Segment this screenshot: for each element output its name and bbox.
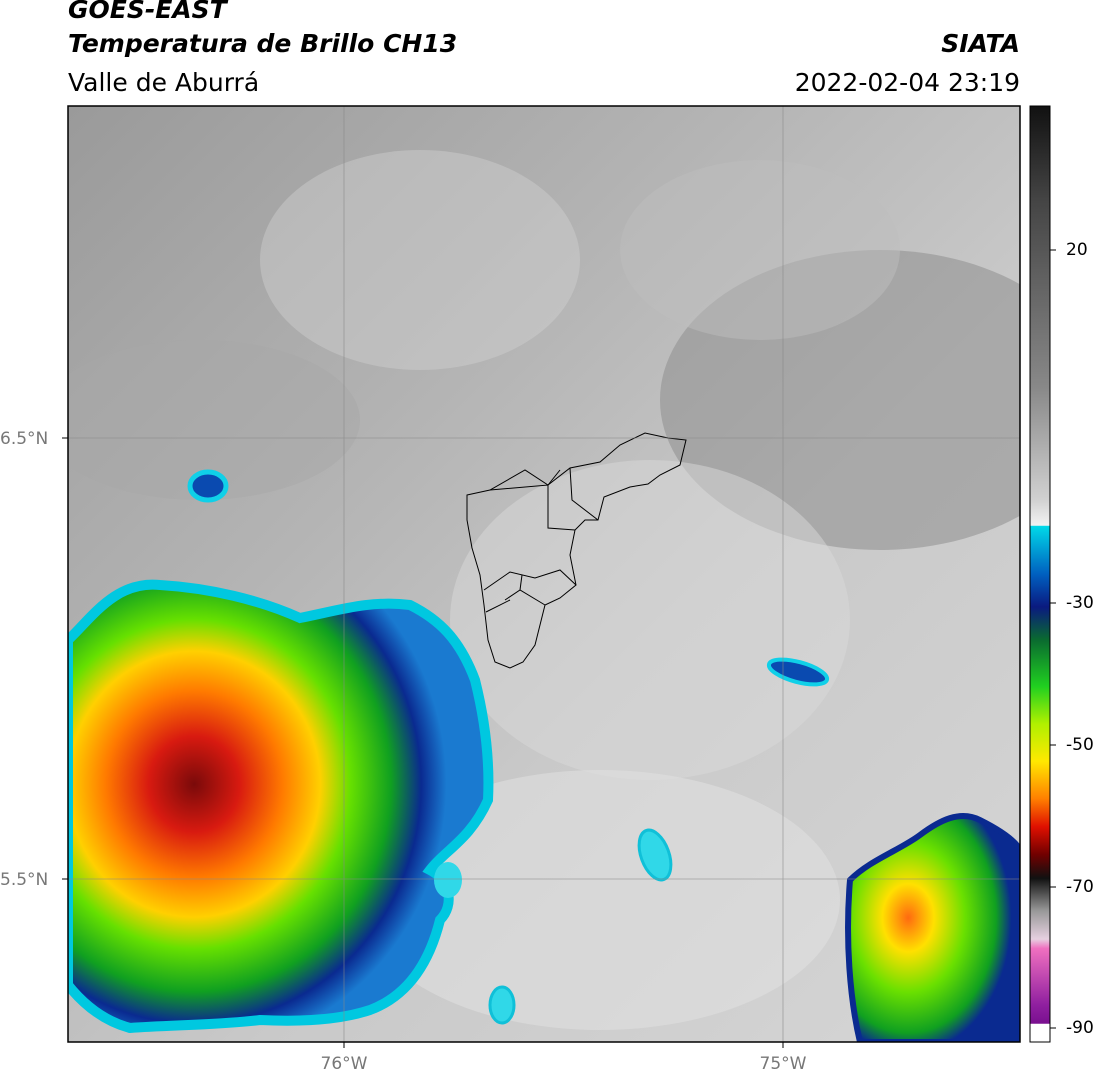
valle-de-aburra-boundary <box>466 432 687 669</box>
colorbar-tick-minus30: -30 <box>1066 593 1094 613</box>
satellite-imagery <box>68 106 1020 1042</box>
map-frame <box>67 105 1021 1043</box>
lon-label-75w: 75°W <box>759 1054 807 1074</box>
product-title: Temperatura de Brillo CH13 <box>68 29 458 58</box>
graticule <box>68 106 1020 1042</box>
lon-label-76w: 76°W <box>320 1054 368 1074</box>
organization-label: SIATA <box>941 29 1020 58</box>
satellite-title: GOES-EAST <box>68 0 227 24</box>
colorbar-ticks <box>1050 249 1056 1029</box>
lat-label-6-5n: 6.5°N <box>0 429 49 449</box>
map-tick-marks <box>62 437 784 1048</box>
colorbar <box>1029 105 1051 1043</box>
colorbar-tick-20: 20 <box>1066 240 1088 260</box>
colorbar-tick-minus70: -70 <box>1066 877 1094 897</box>
region-label: Valle de Aburrá <box>68 68 260 97</box>
lat-label-5-5n: 5.5°N <box>0 870 49 890</box>
colorbar-tick-minus90: -90 <box>1066 1018 1094 1038</box>
datetime-label: 2022-02-04 23:19 <box>794 68 1020 97</box>
colorbar-tick-minus50: -50 <box>1066 735 1094 755</box>
